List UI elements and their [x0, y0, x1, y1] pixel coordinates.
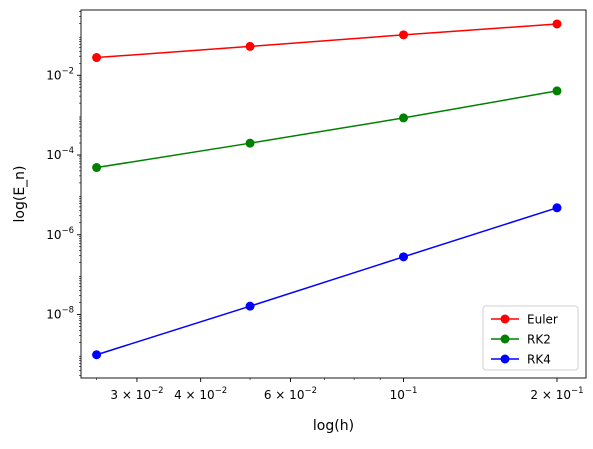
legend-marker-euler [500, 314, 510, 324]
x-tick-label-4: 2 × 10−1 [530, 386, 583, 402]
data-point-euler-2 [399, 30, 409, 40]
data-point-rk4-0 [92, 350, 102, 360]
series-line-rk4 [96, 207, 558, 356]
data-point-euler-0 [92, 53, 102, 63]
axes-frame [80, 9, 587, 379]
legend-label-euler: Euler [527, 313, 558, 327]
data-point-rk4-2 [399, 252, 409, 262]
legend-marker-rk4 [500, 354, 510, 364]
series-marks [92, 19, 562, 360]
legend-label-rk2: RK2 [527, 333, 551, 347]
data-point-euler-3 [552, 19, 562, 29]
axes: 10−8 10−6 10−4 10−2 3 × 10−2 4 × 10−2 6 × 10−2… [12, 9, 587, 434]
series-line-euler [96, 23, 558, 59]
x-axis-label: log(h) [313, 418, 354, 434]
y-tick-label-1: 10−6 [46, 226, 74, 242]
x-tick-label-3: 10−1 [390, 386, 418, 402]
y-axis-label: log(E_n) [12, 166, 28, 223]
x-tick-label-2: 6 × 10−2 [264, 386, 317, 402]
data-point-rk2-3 [552, 86, 562, 96]
data-point-rk2-0 [92, 163, 102, 173]
x-tick-label-0: 3 × 10−2 [110, 386, 163, 402]
y-tick-label-0: 10−8 [46, 306, 74, 322]
series-line-rk2 [96, 90, 558, 169]
data-point-euler-1 [245, 41, 255, 51]
legend-marker-rk2 [500, 334, 510, 344]
y-tick-label-2: 10−4 [46, 146, 74, 162]
legend-label-rk4: RK4 [527, 353, 551, 367]
data-point-rk4-3 [552, 203, 562, 213]
y-tick-label-3: 10−2 [46, 66, 74, 82]
data-point-rk2-2 [399, 113, 409, 123]
legend: Euler RK2 RK4 [482, 305, 579, 371]
x-tick-label-1: 4 × 10−2 [174, 386, 227, 402]
data-point-rk2-1 [245, 138, 255, 148]
data-point-rk4-1 [245, 301, 255, 311]
